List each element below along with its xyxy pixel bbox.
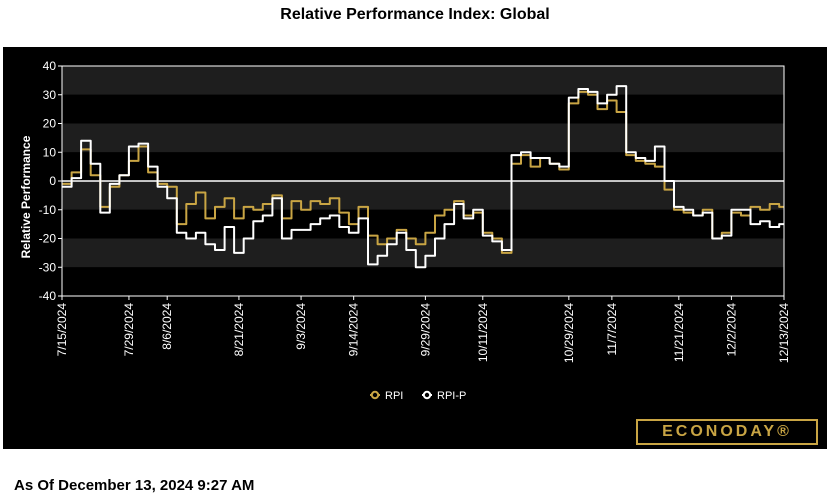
legend: RPI RPI-P [370,390,466,402]
x-tick-label: 9/3/2024 [294,303,308,350]
grid-band [62,94,784,124]
chart-panel: 40 30 20 10 0 -10 -20 -30 -40 7/15/2024 7/29/2024… [3,47,827,449]
x-tick-label: 8/21/2024 [232,303,246,357]
y-axis-label: Relative Performance [19,135,33,258]
grid-band [62,209,784,239]
series-line-rpi [62,90,784,254]
econoday-logo: ECONODAY® [636,419,818,445]
y-tick-label: -20 [39,232,57,246]
y-tick-label: 30 [43,88,57,102]
x-tick-label: 10/29/2024 [562,303,576,363]
legend-label: RPI [385,390,403,402]
x-tick-label: 12/13/2024 [777,303,791,363]
x-tick-label: 9/29/2024 [418,303,432,357]
line-chart: 40 30 20 10 0 -10 -20 -30 -40 7/15/2024 7/29/2024… [19,59,791,402]
x-tick-label: 7/15/2024 [55,303,69,357]
y-tick-label: -30 [39,260,57,274]
grid-band [62,238,784,268]
grid-band [62,267,784,296]
legend-label: RPI-P [437,390,466,402]
x-tick-label: 11/7/2024 [605,303,619,356]
x-tick-label: 7/29/2024 [122,303,136,357]
y-tick-label: 20 [43,117,57,131]
grid-band [62,152,784,181]
as-of-timestamp: As Of December 13, 2024 9:27 AM [14,477,255,494]
x-tick-label: 11/21/2024 [672,303,686,362]
legend-swatch-marker [422,390,432,400]
x-tick-label: 9/14/2024 [347,303,361,357]
x-tick-label: 10/11/2024 [476,303,490,362]
y-tick-label: 0 [49,174,56,188]
grid-band [62,66,784,95]
grid-band [62,181,784,210]
chart-title: Relative Performance Index: Global [280,6,550,23]
y-tick-label: 10 [43,145,57,159]
legend-swatch-marker [370,390,380,400]
y-tick-label: 40 [43,59,57,73]
x-tick-label: 12/2/2024 [724,303,738,357]
y-tick-label: -40 [39,289,57,303]
grid-band [62,123,784,153]
y-tick-label: -10 [39,203,57,217]
x-tick-label: 8/6/2024 [160,303,174,350]
series-line-rpi-p [62,85,784,269]
